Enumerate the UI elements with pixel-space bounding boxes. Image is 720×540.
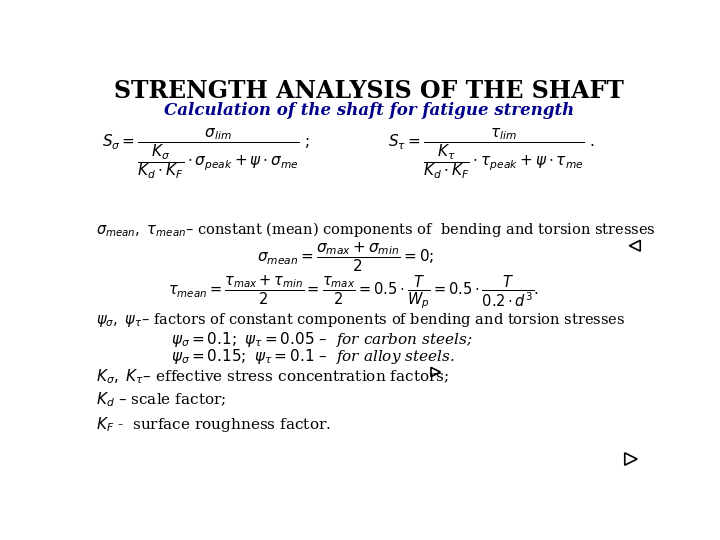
Text: $\psi_{\sigma},\ \psi_{\tau}$– factors of constant components of bending and tor: $\psi_{\sigma},\ \psi_{\tau}$– factors o… — [96, 311, 626, 329]
Text: $\sigma_{mean},\ \tau_{mean}$– constant (mean) components of  bending and torsio: $\sigma_{mean},\ \tau_{mean}$– constant … — [96, 220, 656, 239]
Text: $\psi_{\sigma} = 0.15;\ \psi_{\tau} = 0.1$ –  for alloy steels.: $\psi_{\sigma} = 0.15;\ \psi_{\tau} = 0.… — [171, 347, 455, 366]
Text: $S_{\sigma} = \dfrac{\sigma_{lim}}{\dfrac{K_{\sigma}}{K_{d} \cdot K_{F}} \cdot \: $S_{\sigma} = \dfrac{\sigma_{lim}}{\dfra… — [102, 126, 310, 181]
Text: $\sigma_{mean} = \dfrac{\sigma_{max} + \sigma_{min}}{2} = 0;$: $\sigma_{mean} = \dfrac{\sigma_{max} + \… — [257, 240, 434, 274]
Text: $K_{\sigma},\ K_{\tau}$– effective stress concentration factors;: $K_{\sigma},\ K_{\tau}$– effective stres… — [96, 367, 449, 386]
Text: $S_{\tau} = \dfrac{\tau_{lim}}{\dfrac{K_{\tau}}{K_{d} \cdot K_{F}} \cdot \tau_{p: $S_{\tau} = \dfrac{\tau_{lim}}{\dfrac{K_… — [388, 126, 595, 181]
Text: $\psi_{\sigma} = 0.1;\ \psi_{\tau} = 0.05$ –  for carbon steels;: $\psi_{\sigma} = 0.1;\ \psi_{\tau} = 0.0… — [171, 330, 473, 349]
Text: STRENGTH ANALYSIS OF THE SHAFT: STRENGTH ANALYSIS OF THE SHAFT — [114, 79, 624, 103]
Text: $K_{d}$ – scale factor;: $K_{d}$ – scale factor; — [96, 390, 227, 409]
Text: Calculation of the shaft for fatigue strength: Calculation of the shaft for fatigue str… — [164, 102, 574, 119]
Text: $K_{F}$ -  surface roughness factor.: $K_{F}$ - surface roughness factor. — [96, 415, 331, 434]
Text: $\tau_{mean} = \dfrac{\tau_{max} + \tau_{min}}{2} = \dfrac{\tau_{max}}{2} = 0.5 : $\tau_{mean} = \dfrac{\tau_{max} + \tau_… — [168, 273, 539, 310]
